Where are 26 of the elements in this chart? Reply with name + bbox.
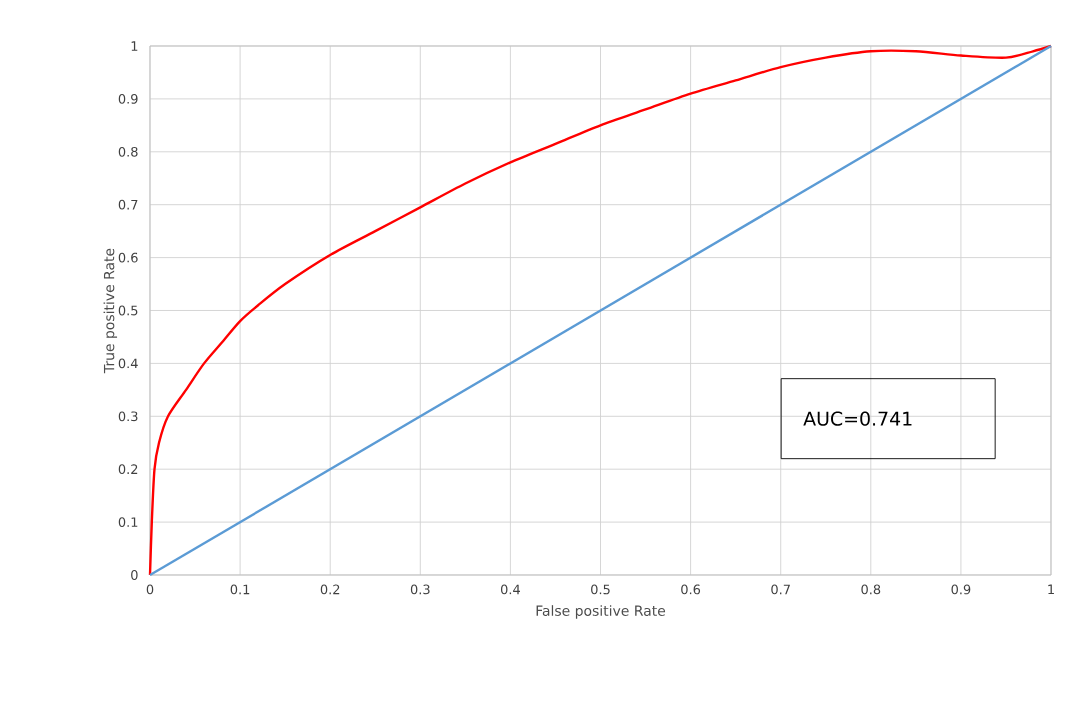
annotation: AUC=0.741 [803, 411, 912, 426]
x-tick-label: 0.4 [500, 584, 520, 595]
x-tick-label: 0.6 [681, 584, 701, 595]
y-tick-label: 0.1 [118, 517, 138, 527]
y-tick-label: 0.5 [118, 305, 138, 316]
x-tick-label: 0.3 [410, 584, 430, 595]
x-tick-label: 0.8 [861, 584, 881, 595]
y-tick-label: 0.9 [118, 94, 138, 104]
x-tick-label: 0.7 [771, 584, 790, 595]
y-axis-title: True positive Rate [103, 248, 118, 374]
y-tick-label: 0 [131, 570, 138, 580]
y-tick-label: 0.3 [118, 411, 138, 422]
x-tick-label: 0.1 [230, 584, 250, 595]
y-tick-label: 1 [131, 41, 138, 51]
x-tick-label: 0.5 [591, 584, 610, 595]
y-tick-label: 0.4 [118, 358, 138, 369]
x-tick-label: 0 [146, 584, 154, 595]
x-tick-label: 0.2 [320, 584, 340, 595]
y-tick-label: 0.7 [118, 199, 138, 210]
x-axis-title: False positive Rate [536, 605, 666, 619]
y-tick-label: 0.8 [118, 146, 138, 157]
y-tick-label: 0.2 [118, 464, 138, 475]
x-tick-label: 0.9 [951, 584, 971, 595]
y-tick-label: 0.6 [118, 252, 138, 263]
line-series [148, 44, 1053, 577]
x-tick-label: 1 [1048, 584, 1054, 594]
